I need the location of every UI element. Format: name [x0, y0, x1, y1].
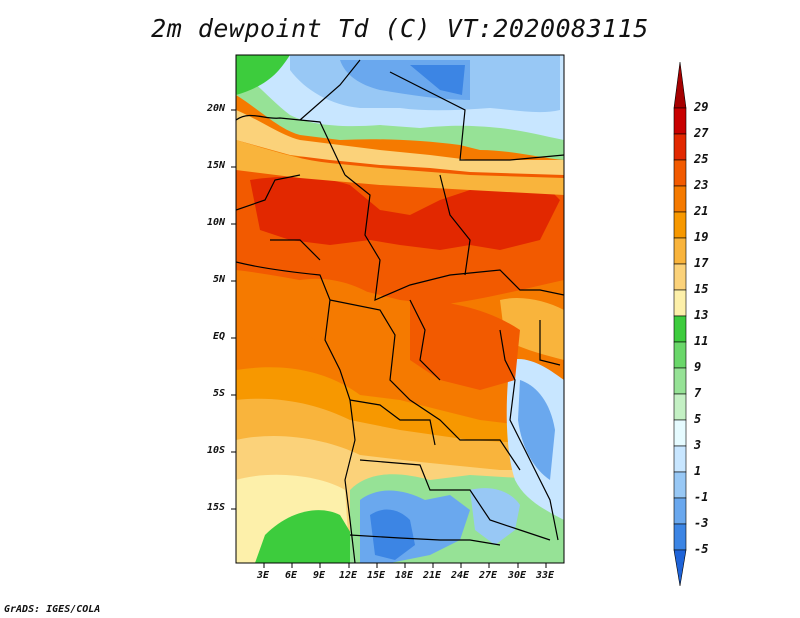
colorbar-segment — [673, 393, 687, 421]
lat-label: 10S — [207, 445, 226, 456]
colorbar-segment — [673, 263, 687, 291]
colorbar-segment — [673, 315, 687, 343]
colorbar-segment — [673, 497, 687, 525]
dewpoint-field — [236, 55, 564, 563]
lon-label: 33E — [536, 570, 555, 581]
lat-label: 5N — [213, 274, 226, 285]
colorbar-segment — [673, 367, 687, 395]
colorbar-label: -1 — [694, 490, 709, 504]
colorbar-label: 21 — [694, 204, 709, 218]
boundaries — [236, 59, 564, 563]
lon-label: 30E — [508, 570, 527, 581]
colorbar — [673, 61, 687, 587]
colorbar-segment — [673, 419, 687, 447]
colorbar-label: 29 — [694, 100, 709, 114]
colorbar-label: -3 — [694, 516, 709, 530]
colorbar-label: 13 — [694, 308, 709, 322]
colorbar-label: 15 — [694, 282, 709, 296]
colorbar-segment — [673, 237, 687, 265]
lat-label: EQ — [213, 331, 226, 342]
lat-label: 10N — [207, 217, 226, 228]
colorbar-segment — [673, 211, 687, 239]
colorbar-label: 5 — [694, 412, 702, 426]
colorbar-label: -5 — [694, 542, 709, 556]
colorbar-segment — [673, 549, 687, 587]
lat-label: 5S — [213, 388, 226, 399]
map-frame — [235, 54, 565, 564]
lon-label: 18E — [395, 570, 414, 581]
lon-label: 21E — [423, 570, 442, 581]
lon-label: 24E — [451, 570, 470, 581]
lon-label: 15E — [367, 570, 386, 581]
colorbar-segment — [673, 341, 687, 369]
colorbar-segment — [673, 159, 687, 187]
map-title: 2m dewpoint Td (C) VT:2020083115 — [151, 14, 649, 43]
colorbar-label: 7 — [694, 386, 702, 400]
colorbar-label: 9 — [694, 360, 702, 374]
footer-credit: GrADS: IGES/COLA — [4, 604, 101, 615]
colorbar-label: 1 — [694, 464, 702, 478]
lon-label: 9E — [313, 570, 326, 581]
colorbar-segment — [673, 61, 687, 109]
colorbar-segment — [673, 471, 687, 499]
lat-label: 20N — [207, 103, 226, 114]
lat-label: 15N — [207, 160, 226, 171]
colorbar-label: 19 — [694, 230, 709, 244]
colorbar-label: 17 — [694, 256, 709, 270]
colorbar-label: 3 — [694, 438, 702, 452]
colorbar-label: 25 — [694, 152, 709, 166]
colorbar-segment — [673, 185, 687, 213]
colorbar-label: 11 — [694, 334, 709, 348]
colorbar-segment — [673, 107, 687, 135]
axis-ticks — [231, 109, 547, 568]
colorbar-label: 23 — [694, 178, 709, 192]
lat-label: 15S — [207, 502, 226, 513]
lon-label: 27E — [479, 570, 498, 581]
lon-label: 3E — [257, 570, 270, 581]
colorbar-segment — [673, 445, 687, 473]
colorbar-segment — [673, 133, 687, 161]
lon-label: 6E — [285, 570, 298, 581]
colorbar-segment — [673, 523, 687, 551]
colorbar-label: 27 — [694, 126, 709, 140]
lon-label: 12E — [339, 570, 358, 581]
colorbar-segment — [673, 289, 687, 317]
